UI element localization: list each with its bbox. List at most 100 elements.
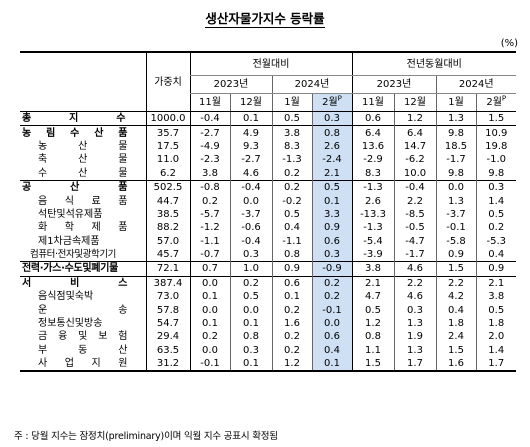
table-row: 서 비 스 387.4 0.0 0.2 0.6 0.2 2.1 2.2 2.2 2.1 (20, 275, 517, 291)
yoy-cell: 2.2 (393, 194, 436, 208)
weight-cell: 72.1 (145, 261, 190, 277)
yoy-cell: 0.3 (393, 303, 436, 317)
footnote: 주 : 당월 지수는 잠정치(preliminary)이며 익월 지수 공표시 … (14, 431, 278, 442)
table-row: 농 산 물 17.5 -4.9 9.3 8.3 2.6 13.6 14.7 18.5 19.8 (20, 139, 517, 154)
mom-cell: 1.2 (271, 357, 312, 373)
yoy-cell: 2.6 (351, 194, 394, 208)
unit-label: (%) (500, 38, 518, 49)
row-label: 정보통신및방송 (38, 318, 103, 330)
mom-cell: 9.3 (229, 139, 272, 154)
header-empty (20, 51, 146, 112)
mom-cell: 0.1 (189, 316, 230, 331)
mom-cell: 4.6 (229, 166, 272, 181)
yoy-cell: 0.4 (475, 247, 517, 262)
mom-cell: 0.2 (229, 275, 272, 291)
weight-cell: 44.7 (145, 194, 190, 208)
mom-cell: 0.2 (189, 330, 230, 344)
mom-cell: 0.9 (311, 221, 352, 235)
yoy-cell: -3.9 (351, 247, 394, 262)
mom-cell: 8.3 (271, 139, 312, 154)
yoy-cell: -0.5 (393, 221, 436, 235)
mom-cell: 4.9 (229, 125, 272, 140)
yoy-cell: 1.5 (435, 343, 476, 358)
weight-cell: 45.7 (145, 247, 190, 262)
yoy-cell: 1.3 (393, 316, 436, 331)
mom-cell: 0.4 (271, 221, 312, 235)
yoy-cell: 8.3 (351, 166, 394, 181)
table-row: 제1차금속제품 57.0 -1.1 -0.4 -1.1 0.6 -5.4 -4.7 -5.8 -5… (20, 234, 517, 248)
mom-cell: 2.1 (311, 166, 352, 181)
mom-cell: -5.7 (189, 207, 230, 222)
yoy-cell: 1.4 (475, 343, 517, 358)
yoy-cell: 18.5 (435, 139, 476, 154)
yoy-cell: -1.7 (393, 247, 436, 262)
yoy-cell: 0.0 (435, 179, 476, 195)
table-row: 사 업 지 원 31.2 -0.1 0.1 1.2 0.1 1.5 1.7 1.6 1.7 (20, 357, 517, 373)
weight-cell: 6.2 (145, 166, 190, 181)
row-label: 사 업 지 원 (20, 357, 146, 373)
yoy-cell: 0.3 (475, 179, 517, 195)
weight-cell: 11.0 (145, 153, 190, 167)
yoy-cell: 1.5 (351, 357, 394, 373)
yoy-cell: -13.3 (351, 207, 394, 222)
table-row: 음식점및숙박 73.0 0.1 0.5 0.1 0.2 4.7 4.6 4.2 3.8 (20, 290, 517, 304)
yoy-cell: 1.8 (475, 316, 517, 331)
mom-cell: -2.3 (189, 153, 230, 167)
mom-cell: 0.5 (311, 179, 352, 195)
mom-cell: 1.0 (229, 261, 272, 277)
mom-cell: 0.6 (271, 275, 312, 291)
yoy-cell: 0.5 (351, 303, 394, 317)
mom-cell: 0.1 (229, 110, 272, 126)
table-row: 화 학 제 품 88.2 -1.2 -0.6 0.4 0.9 -1.3 -0.5 -0.1 0.2 (20, 221, 517, 235)
mom-cell: 0.1 (311, 357, 352, 373)
yoy-cell: 2.0 (475, 330, 517, 344)
yoy-cell: 4.6 (393, 261, 436, 277)
row-label: 부 동 산 (38, 344, 128, 356)
yoy-cell: -1.0 (475, 153, 517, 167)
yoy-cell: -8.5 (393, 207, 436, 222)
mom-cell: 0.6 (311, 330, 352, 344)
yoy-cell: 4.6 (393, 290, 436, 304)
yoy-cell: 10.0 (393, 166, 436, 181)
yoy-cell: 1.3 (393, 343, 436, 358)
mom-cell: 0.0 (189, 303, 230, 317)
yoy-cell: 2.1 (351, 275, 394, 291)
mom-cell: -0.4 (229, 234, 272, 248)
weight-cell: 387.4 (145, 275, 190, 291)
yoy-cell: -0.1 (435, 221, 476, 235)
mom-cell: 2.6 (311, 139, 352, 154)
mom-cell: 0.3 (311, 110, 352, 126)
mom-cell: -1.1 (189, 234, 230, 248)
yoy-cell: 3.8 (475, 290, 517, 304)
yoy-cell: 1.8 (435, 316, 476, 331)
yoy-cell: 4.2 (435, 290, 476, 304)
yoy-cell: -4.7 (393, 234, 436, 248)
yoy-cell: -3.7 (435, 207, 476, 222)
yoy-cell: 1.9 (393, 330, 436, 344)
yoy-cell: 10.9 (475, 125, 517, 140)
mom-cell: 0.0 (229, 194, 272, 208)
table-row: 수 산 물 6.2 3.8 4.6 0.2 2.1 8.3 10.0 9.8 9.8 (20, 166, 517, 181)
weight-cell: 57.8 (145, 303, 190, 317)
mom-cell: 0.2 (311, 275, 352, 291)
mom-cell: -2.4 (311, 153, 352, 167)
yoy-cell: 1.3 (435, 194, 476, 208)
row-label: 수 산 물 (38, 167, 128, 179)
mom-cell: 0.2 (311, 290, 352, 304)
mom-cell: 0.7 (189, 261, 230, 277)
mom-cell: 1.6 (271, 316, 312, 331)
ppi-table: 가중치 전월대비 전년동월대비 2023년 2024년 2023년 2024년 … (20, 51, 517, 373)
yoy-cell: 2.4 (435, 330, 476, 344)
header-mom: 전월대비 (189, 51, 352, 76)
header-mom-2023: 2023년 (189, 75, 272, 94)
weight-cell: 502.5 (145, 179, 190, 195)
header-yoy-dec: 12월 (393, 93, 436, 112)
yoy-cell: 0.5 (475, 303, 517, 317)
page-title: 생산자물가지수 등락률 (205, 11, 325, 28)
mom-cell: -0.9 (311, 261, 352, 277)
weight-cell: 63.5 (145, 343, 190, 358)
mom-cell: 0.3 (229, 247, 272, 262)
row-label: 공 산 품 (20, 179, 146, 195)
mom-cell: 0.1 (271, 290, 312, 304)
yoy-cell: 1.2 (393, 110, 436, 126)
